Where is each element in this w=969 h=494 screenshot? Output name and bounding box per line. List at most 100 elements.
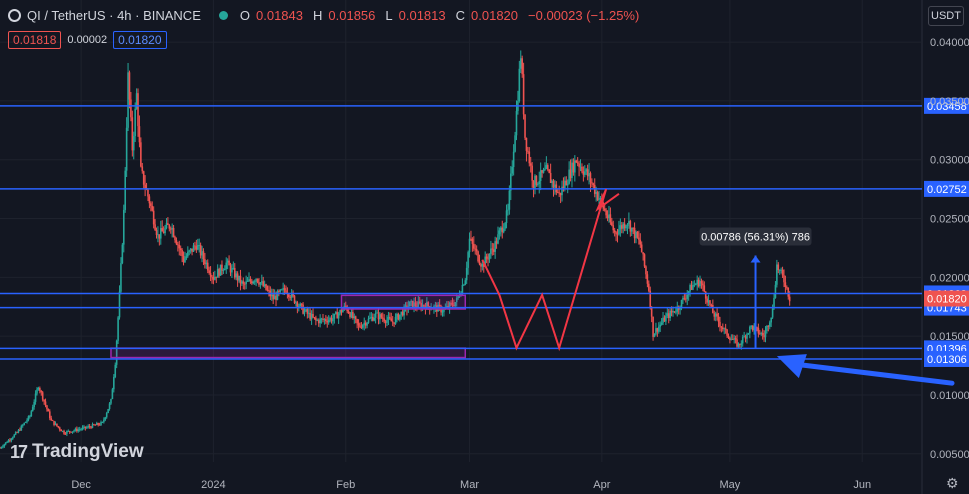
candle-body: [2, 446, 4, 448]
candle-body: [288, 294, 290, 298]
candle-body: [97, 423, 99, 425]
zigzag-drawing: [481, 188, 620, 352]
candle-body: [630, 227, 633, 232]
candle-body: [30, 411, 33, 417]
candle-body: [16, 432, 18, 434]
candle-body: [675, 311, 677, 313]
candle-body: [709, 300, 711, 306]
candle-body: [669, 310, 671, 318]
level-label: 0.01306: [927, 354, 967, 366]
candle-body: [569, 169, 572, 179]
candle-body: [58, 427, 61, 430]
candle-body: [357, 323, 360, 326]
candle-body: [19, 429, 21, 431]
candle-body: [290, 292, 293, 298]
candle-body: [60, 429, 62, 432]
open-label: O: [239, 7, 250, 23]
candle-body: [505, 210, 508, 223]
candle-body: [500, 227, 502, 231]
candle-body: [317, 320, 320, 324]
bid-button[interactable]: 0.01818: [8, 31, 62, 49]
candle-body: [639, 239, 642, 245]
candle-body: [544, 169, 546, 170]
candle-body: [364, 322, 367, 326]
candle-body: [663, 317, 666, 322]
candle-body: [420, 303, 422, 309]
gear-icon[interactable]: ⚙: [946, 475, 959, 491]
candle-body: [481, 263, 484, 267]
currency-button[interactable]: USDT: [928, 6, 964, 26]
candle-body: [693, 284, 696, 286]
candle-body: [478, 261, 481, 265]
candle-body: [243, 283, 246, 285]
candle-body: [272, 294, 274, 300]
candle-body: [455, 298, 458, 303]
candle-body: [134, 108, 136, 137]
candle-body: [219, 264, 222, 276]
candle-body: [7, 440, 10, 443]
candle-body: [249, 279, 252, 282]
candle-body: [381, 317, 384, 319]
candle-body: [482, 263, 485, 267]
candle-body: [603, 208, 606, 211]
low-value: 0.01813: [398, 7, 446, 23]
candle-body: [529, 163, 532, 166]
symbol-title[interactable]: QI / TetherUS · 4h · BINANCE: [27, 7, 201, 23]
candle-body: [326, 321, 329, 323]
candle-body: [323, 319, 326, 320]
candle-body: [676, 306, 679, 312]
tradingview-logo: 17 TradingView: [10, 441, 144, 463]
candle-body: [633, 227, 636, 239]
candle-body: [410, 300, 413, 302]
candle-body: [670, 310, 673, 313]
candle-body: [229, 265, 232, 273]
candle-body: [734, 338, 737, 340]
candle-body: [73, 430, 75, 432]
ask-button[interactable]: 0.01820: [113, 31, 167, 49]
close-value: 0.01820: [471, 7, 519, 23]
candle-body: [9, 440, 11, 441]
candle-body: [767, 326, 770, 327]
candle-body: [703, 285, 706, 292]
candle-body: [609, 214, 612, 223]
candle-body: [549, 172, 552, 184]
candle-body: [508, 190, 511, 210]
candle-body: [380, 314, 383, 318]
candle-body: [204, 259, 206, 265]
candle-body: [342, 309, 344, 313]
candle-body: [299, 303, 302, 307]
candle-body: [556, 192, 559, 194]
level-tag: [924, 350, 969, 367]
candle-body: [645, 266, 647, 275]
price-tick-label: 0.00500: [930, 449, 969, 461]
candle-body: [434, 305, 437, 307]
candle-body: [194, 245, 196, 247]
candle-body: [33, 401, 35, 408]
candle-body: [776, 264, 778, 285]
candle-body: [780, 269, 782, 271]
candle-body: [400, 311, 403, 315]
candle-body: [51, 420, 54, 422]
candle-body: [707, 300, 710, 303]
candle-body: [175, 240, 178, 245]
candle-body: [397, 314, 400, 320]
candle-body: [231, 268, 233, 273]
candle-body: [283, 288, 286, 291]
candle-body: [713, 313, 716, 317]
candle-body: [679, 308, 681, 310]
candle-body: [67, 430, 70, 432]
candle-body: [256, 278, 259, 283]
candle-body: [14, 432, 17, 435]
candle-body: [717, 316, 720, 322]
candle-body: [135, 93, 138, 109]
candle-body: [461, 284, 464, 294]
candle-body: [747, 333, 750, 335]
candle-body: [87, 426, 90, 428]
candle-body: [532, 180, 535, 189]
candle-body: [232, 268, 235, 269]
candle-body: [605, 210, 607, 216]
candle-body: [788, 296, 791, 302]
candle-body: [774, 284, 777, 298]
candle-body: [564, 180, 566, 189]
